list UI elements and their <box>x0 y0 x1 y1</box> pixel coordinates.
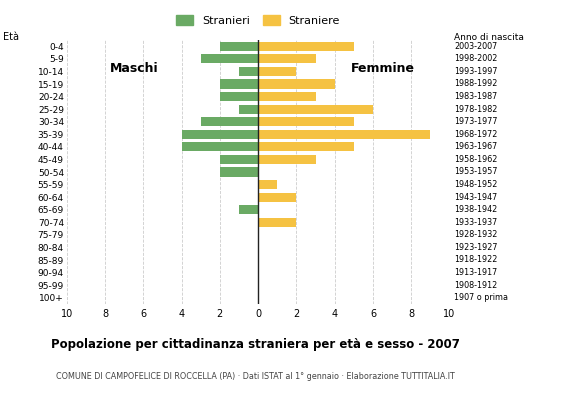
Bar <box>258 155 316 164</box>
Bar <box>258 193 296 202</box>
Text: 1983-1987: 1983-1987 <box>454 92 498 101</box>
Text: 1948-1952: 1948-1952 <box>454 180 498 189</box>
Text: 1928-1932: 1928-1932 <box>454 230 498 239</box>
Bar <box>258 67 296 76</box>
Bar <box>258 130 430 139</box>
Bar <box>258 42 354 51</box>
Bar <box>239 67 258 76</box>
Text: 1938-1942: 1938-1942 <box>454 205 498 214</box>
Bar <box>258 117 354 126</box>
Bar <box>182 142 258 151</box>
Bar <box>258 218 296 227</box>
Text: 1973-1977: 1973-1977 <box>454 117 498 126</box>
Text: 1907 o prima: 1907 o prima <box>454 293 508 302</box>
Text: COMUNE DI CAMPOFELICE DI ROCCELLA (PA) · Dati ISTAT al 1° gennaio · Elaborazione: COMUNE DI CAMPOFELICE DI ROCCELLA (PA) ·… <box>56 372 455 381</box>
Legend: Stranieri, Straniere: Stranieri, Straniere <box>176 15 340 26</box>
Text: 1958-1962: 1958-1962 <box>454 155 498 164</box>
Text: 1998-2002: 1998-2002 <box>454 54 498 63</box>
Bar <box>201 54 258 63</box>
Text: Età: Età <box>3 32 19 42</box>
Text: Maschi: Maschi <box>110 62 158 76</box>
Text: 1913-1917: 1913-1917 <box>454 268 498 277</box>
Bar <box>258 180 277 189</box>
Bar <box>220 155 258 164</box>
Bar <box>220 168 258 176</box>
Bar <box>220 42 258 51</box>
Bar <box>258 54 316 63</box>
Bar <box>258 142 354 151</box>
Text: 1988-1992: 1988-1992 <box>454 80 498 88</box>
Text: 1968-1972: 1968-1972 <box>454 130 498 139</box>
Text: 1923-1927: 1923-1927 <box>454 243 498 252</box>
Bar <box>201 117 258 126</box>
Text: 1908-1912: 1908-1912 <box>454 281 498 290</box>
Bar <box>220 80 258 88</box>
Bar <box>258 92 316 101</box>
Text: 1918-1922: 1918-1922 <box>454 256 498 264</box>
Bar <box>258 105 373 114</box>
Bar <box>239 205 258 214</box>
Bar <box>182 130 258 139</box>
Text: 1933-1937: 1933-1937 <box>454 218 498 227</box>
Text: 1963-1967: 1963-1967 <box>454 142 498 151</box>
Text: Anno di nascita: Anno di nascita <box>454 33 523 42</box>
Bar <box>239 105 258 114</box>
Text: Popolazione per cittadinanza straniera per età e sesso - 2007: Popolazione per cittadinanza straniera p… <box>51 338 459 351</box>
Bar <box>220 92 258 101</box>
Text: 1993-1997: 1993-1997 <box>454 67 498 76</box>
Text: 1943-1947: 1943-1947 <box>454 193 498 202</box>
Text: 1953-1957: 1953-1957 <box>454 168 498 176</box>
Text: 2003-2007: 2003-2007 <box>454 42 498 51</box>
Text: Femmine: Femmine <box>350 62 415 76</box>
Bar <box>258 80 335 88</box>
Text: 1978-1982: 1978-1982 <box>454 105 498 114</box>
